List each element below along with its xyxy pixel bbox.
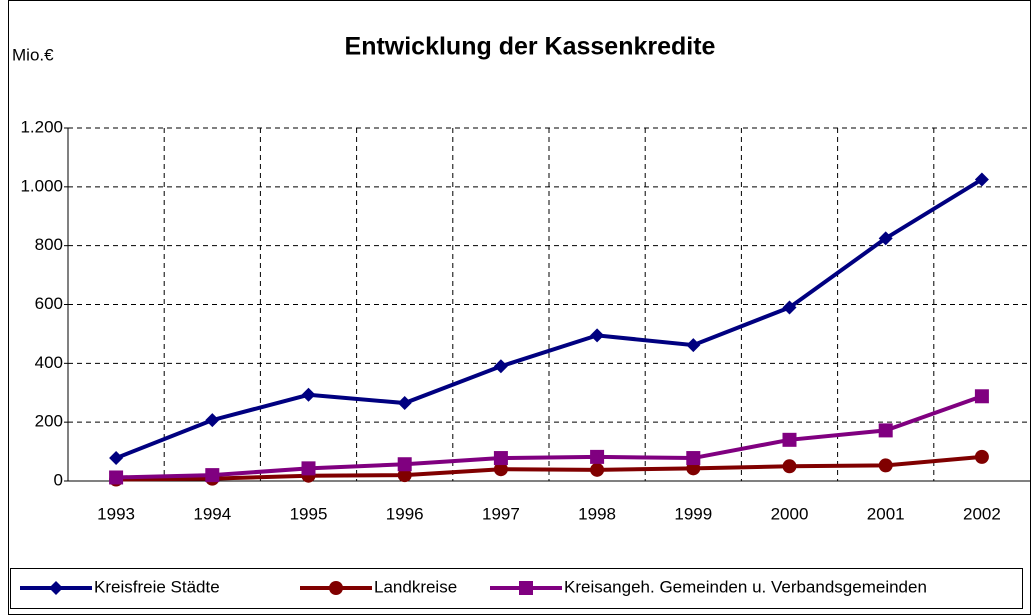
point — [109, 470, 124, 485]
point — [49, 581, 63, 595]
x-tick-label: 1993 — [97, 504, 135, 523]
y-tick-label: 400 — [35, 353, 63, 372]
point — [974, 172, 989, 187]
chart-title: Entwicklung der Kassenkredite — [345, 33, 716, 61]
point — [590, 462, 605, 477]
x-tick-label: 2002 — [963, 504, 1001, 523]
point — [878, 231, 893, 246]
point — [397, 468, 412, 483]
point — [397, 457, 412, 472]
y-tick-label: 600 — [35, 294, 63, 313]
point — [329, 581, 343, 595]
point — [519, 581, 533, 595]
legend-label: Kreisangeh. Gemeinden u. Verbandsgemeind… — [564, 577, 927, 596]
point — [205, 413, 220, 428]
chart-border — [8, 0, 1031, 615]
point — [782, 432, 797, 447]
x-tick-label: 1997 — [482, 504, 520, 523]
legend-label: Landkreise — [374, 577, 457, 596]
x-tick-label: 1999 — [674, 504, 712, 523]
x-tick-label: 2001 — [867, 504, 905, 523]
point — [493, 359, 508, 374]
point — [590, 449, 605, 464]
x-tick-label: 1998 — [578, 504, 616, 523]
point — [301, 387, 316, 402]
point — [878, 458, 893, 473]
x-tick-label: 1996 — [386, 504, 424, 523]
point — [397, 396, 412, 411]
series-line — [115, 177, 983, 460]
y-tick-label: 800 — [35, 235, 63, 254]
y-tick-label: 1.200 — [20, 117, 63, 136]
point — [301, 461, 316, 476]
point — [205, 468, 220, 483]
x-tick-label: 2000 — [771, 504, 809, 523]
point — [878, 423, 893, 438]
y-tick-label: 200 — [35, 412, 63, 431]
point — [493, 462, 508, 477]
point — [782, 300, 797, 315]
x-tick-label: 1994 — [193, 504, 231, 523]
point — [686, 338, 701, 353]
legend-label: Kreisfreie Städte — [94, 577, 220, 596]
point — [686, 451, 701, 466]
point — [590, 328, 605, 343]
y-tick-label: 0 — [54, 470, 63, 489]
point — [782, 459, 797, 474]
y-axis-label: Mio.€ — [12, 45, 54, 64]
y-tick-label: 1.000 — [20, 176, 63, 195]
series-line — [116, 394, 983, 480]
series-line — [116, 454, 983, 482]
point — [493, 451, 508, 466]
point — [109, 451, 124, 466]
x-tick-label: 1995 — [290, 504, 328, 523]
legend-box — [10, 568, 1023, 609]
point — [974, 449, 989, 464]
point — [974, 389, 989, 404]
